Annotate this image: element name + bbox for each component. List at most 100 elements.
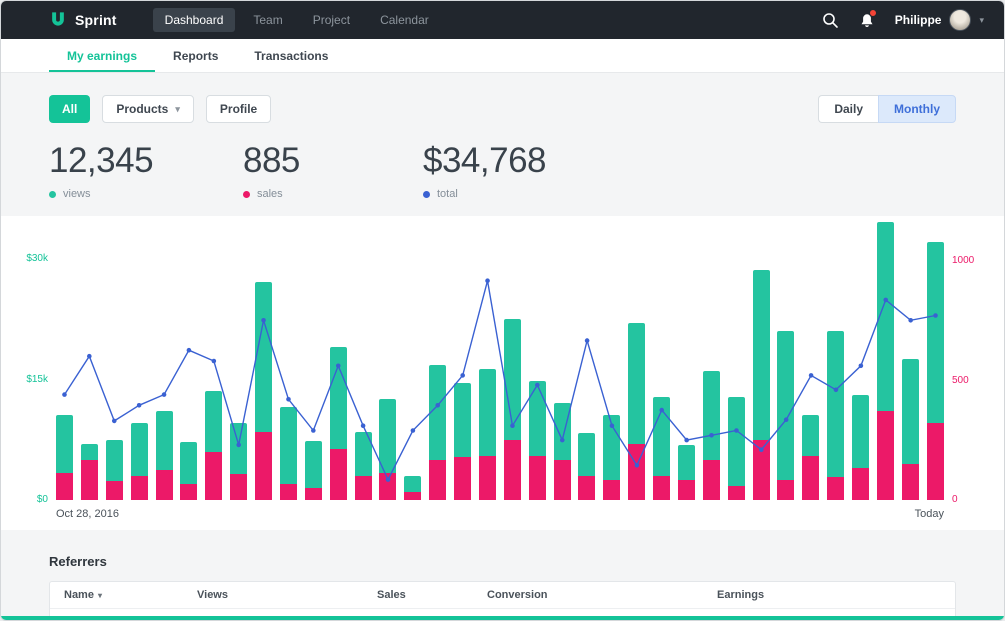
stat-views-label-row: views (49, 188, 243, 200)
stat-views-value: 12,345 (49, 141, 154, 180)
chart-bar[interactable] (255, 222, 272, 500)
referrers-title: Referrers (49, 554, 107, 569)
chart-bar[interactable] (852, 222, 869, 500)
chart-bar[interactable] (454, 222, 471, 500)
top-navbar: Sprint Dashboard Team Project Calendar P… (1, 1, 1004, 39)
column-header-name[interactable]: Name ▾ (64, 589, 102, 601)
table-header-row: Name ▾ Views Sales Conversion Earnings (50, 582, 955, 609)
stat-total-label: total (437, 188, 458, 200)
notification-badge (868, 9, 877, 17)
stat-views: 12,345 views (49, 141, 243, 200)
chart-bar[interactable] (702, 222, 720, 500)
chart-bar[interactable] (279, 222, 297, 500)
chart-bar[interactable] (553, 222, 571, 500)
chart-bar[interactable] (56, 222, 73, 500)
user-menu[interactable]: Philippe ▾ (895, 9, 984, 31)
right-axis-tick-1: 500 (952, 375, 969, 386)
sub-tab-bar: My earnings Reports Transactions (1, 39, 1004, 73)
chart-bar[interactable] (155, 222, 173, 500)
stats-row: 12,345 views 885 sales $34,768 total (49, 141, 956, 200)
column-header-conversion[interactable]: Conversion (487, 589, 548, 601)
tab-my-earnings[interactable]: My earnings (49, 39, 155, 72)
stat-total-label-row: total (423, 188, 603, 200)
stat-sales-label: sales (257, 188, 283, 200)
chart-bar[interactable] (578, 222, 596, 500)
avatar (949, 9, 972, 31)
x-axis-labels: Oct 28, 2016 Today (56, 508, 944, 520)
chart-bar[interactable] (205, 222, 223, 500)
chart-bar[interactable] (329, 222, 347, 500)
chart-plot: $0 $15k $30k 0 500 1000 (26, 222, 974, 505)
chart-bar[interactable] (80, 222, 98, 500)
left-axis-tick-0: $0 (36, 494, 48, 505)
chart-bar[interactable] (677, 222, 695, 500)
column-header-views[interactable]: Views (197, 589, 228, 601)
nav-item-team[interactable]: Team (253, 13, 283, 27)
earnings-chart: $0 $15k $30k 0 500 1000 Oct 28, 2016 Tod… (1, 216, 1004, 530)
chart-bars (56, 222, 944, 500)
filter-products-button[interactable]: Products ▾ (102, 95, 194, 123)
chart-bar[interactable] (926, 222, 944, 500)
stat-views-label: views (63, 188, 91, 200)
x-axis-end-label: Today (914, 508, 944, 520)
nav-item-dashboard[interactable]: Dashboard (152, 8, 236, 32)
chart-bar[interactable] (354, 222, 372, 500)
chart-bar[interactable] (827, 222, 845, 500)
sort-desc-icon: ▾ (97, 591, 102, 600)
chart-bar[interactable] (503, 222, 521, 500)
chart-bar[interactable] (653, 222, 670, 500)
filter-all-button[interactable]: All (49, 95, 91, 123)
chart-bar[interactable] (478, 222, 496, 500)
stat-sales-label-row: sales (243, 188, 423, 200)
search-icon[interactable] (822, 12, 839, 29)
chart-bar[interactable] (429, 222, 447, 500)
chart-bar[interactable] (752, 222, 770, 500)
referrers-table: Name▾ Views Sales Conversion Earnings ra… (49, 581, 956, 620)
chart-bar[interactable] (802, 222, 820, 500)
brand[interactable]: Sprint (49, 11, 117, 29)
filter-products-label: Products (116, 102, 169, 116)
right-axis-tick-2: 1000 (952, 255, 975, 266)
chart-bar[interactable] (901, 222, 919, 500)
chevron-down-icon: ▾ (175, 103, 180, 114)
chart-bar[interactable] (180, 222, 198, 500)
notifications-bell-icon[interactable] (859, 9, 877, 28)
chart-bar[interactable] (727, 222, 745, 500)
column-header-sales[interactable]: Sales (377, 589, 406, 601)
chart-bar[interactable] (777, 222, 795, 500)
toggle-monthly-button[interactable]: Monthly (878, 95, 956, 123)
nav-item-calendar[interactable]: Calendar (380, 13, 429, 27)
chart-bar[interactable] (628, 222, 646, 500)
referrers-section: Referrers Name ▾ Views Sales Conversion E… (49, 554, 956, 620)
nav-item-project[interactable]: Project (312, 13, 351, 27)
chart-bar[interactable] (304, 222, 322, 500)
right-axis-tick-0: 0 (952, 494, 958, 505)
column-header-earnings[interactable]: Earnings (717, 589, 765, 601)
chart-bar[interactable] (230, 222, 248, 500)
chart-bar[interactable] (603, 222, 621, 500)
chart-bar[interactable] (876, 222, 894, 500)
toggle-daily-button[interactable]: Daily (818, 95, 878, 123)
stat-total: $34,768 total (423, 141, 603, 200)
navbar-right: Philippe ▾ (822, 9, 984, 31)
chart-bar[interactable] (379, 222, 397, 500)
left-axis-tick-2: $30k (26, 253, 48, 264)
stat-total-value: $34,768 (423, 141, 547, 180)
chart-bar[interactable] (528, 222, 546, 500)
filter-profile-button[interactable]: Profile (205, 95, 272, 123)
filter-row: All Products ▾ Profile Daily Monthly (49, 95, 956, 123)
chart-bar[interactable] (105, 222, 123, 500)
stat-sales: 885 sales (243, 141, 423, 200)
tab-reports[interactable]: Reports (173, 49, 219, 63)
chevron-down-icon: ▾ (979, 14, 984, 25)
user-name: Philippe (894, 13, 942, 27)
chart-bar[interactable] (130, 222, 148, 500)
total-dot-icon (423, 190, 430, 198)
views-dot-icon (49, 190, 56, 198)
sales-dot-icon (243, 190, 250, 198)
brand-name: Sprint (75, 12, 117, 28)
x-axis-start-label: Oct 28, 2016 (56, 508, 119, 520)
tab-transactions[interactable]: Transactions (254, 49, 329, 63)
chart-bar[interactable] (404, 222, 422, 500)
